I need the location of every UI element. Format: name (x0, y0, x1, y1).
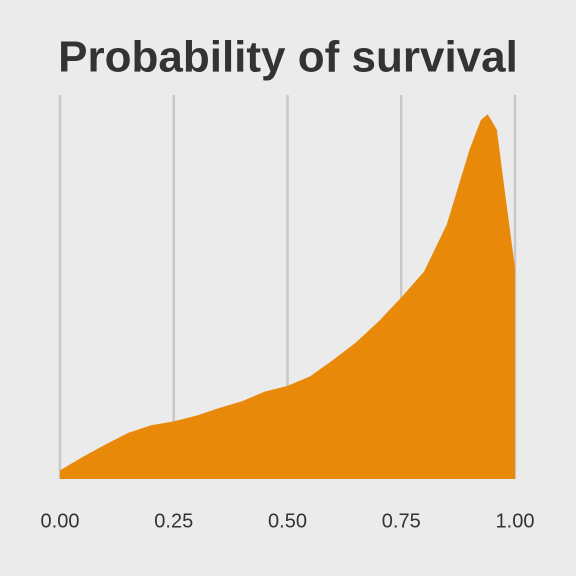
x-tick-label: 1.00 (496, 510, 535, 532)
x-tick-label: 0.50 (268, 510, 307, 532)
x-tick-label: 0.00 (41, 510, 80, 532)
density-area (60, 114, 515, 479)
x-tick-label: 0.25 (154, 510, 193, 532)
chart-title: Probability of survival (58, 33, 518, 82)
x-tick-label: 0.75 (382, 510, 421, 532)
